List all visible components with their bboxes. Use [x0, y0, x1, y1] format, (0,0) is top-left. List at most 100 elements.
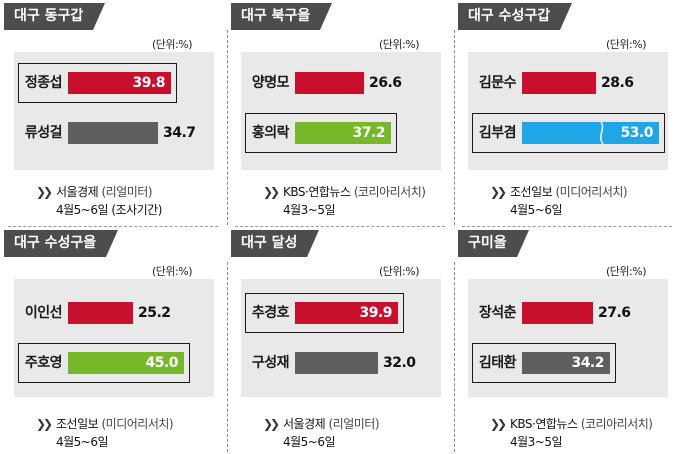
unit-label: (단위:%): [152, 265, 192, 278]
bar-mark: 34.2: [522, 352, 610, 374]
row-divider: [235, 226, 445, 227]
bar-mark: [68, 122, 158, 144]
district-title: 구미을: [458, 230, 529, 257]
candidate-highlight-box: [245, 113, 397, 153]
source-label: 조선일보 (미디어리서치): [56, 416, 174, 432]
plot-background: [241, 279, 441, 397]
candidate-label: 정종섭: [24, 75, 63, 91]
candidate-label: 김태환: [478, 355, 517, 371]
candidate-label: 장석춘: [478, 305, 517, 321]
district-title: 대구 수성구을: [4, 230, 119, 257]
data-label: 26.6: [369, 75, 402, 91]
source-name: 서울경제: [56, 185, 102, 199]
double-chevron-icon: ❯❯: [263, 185, 280, 199]
candidate-highlight-box: [472, 343, 616, 383]
candidate-label: 이인선: [24, 305, 63, 321]
candidate-label: 주호영: [24, 355, 63, 371]
bar-mark: 39.8: [68, 72, 171, 94]
data-label: 34.7: [163, 125, 196, 141]
district-title: 대구 수성구갑: [458, 3, 573, 30]
survey-date: 4월5~6일: [283, 435, 336, 449]
survey-date: 4월5~6일: [56, 435, 109, 449]
data-label: 27.6: [598, 305, 631, 321]
candidate-highlight-box: [245, 293, 404, 333]
source-label: KBS·연합뉴스 (코리아리서치): [283, 184, 426, 200]
candidate-highlight-box: [18, 343, 190, 383]
survey-date: 4월5~6일 (조사기간): [56, 203, 162, 217]
district-title: 대구 달성: [231, 230, 320, 257]
source-label: 서울경제 (리얼미터): [56, 184, 153, 200]
pollster-name: (미디어리서치): [555, 185, 628, 199]
data-label: 53.0: [620, 125, 653, 141]
bar-mark: [68, 302, 133, 324]
pollster-name: (미디어리서치): [101, 417, 174, 431]
plot-background: [241, 52, 441, 170]
source-label: 조선일보 (미디어리서치): [510, 184, 628, 200]
data-label: 28.6: [601, 75, 634, 91]
data-label: 34.2: [571, 355, 604, 371]
bar-mark: [522, 302, 593, 324]
candidate-highlight-box: [18, 63, 177, 103]
double-chevron-icon: ❯❯: [490, 185, 507, 199]
poll-panel: 대구 달성 (단위:%) 추경호 39.9 구성재 32.0 ❯❯ 서울경제 (리얼미터) 4월…: [227, 227, 453, 454]
candidate-label: 홍의락: [251, 125, 290, 141]
panel-divider: [227, 262, 228, 452]
bar-mark: 37.2: [295, 122, 391, 144]
pollster-name: (리얼미터): [101, 185, 153, 199]
candidate-label: 류성걸: [24, 125, 63, 141]
candidate-label: 김부겸: [478, 125, 517, 141]
source-name: KBS·연합뉴스: [283, 185, 354, 199]
district-title: 대구 동구갑: [4, 3, 106, 30]
bar-mark: 53.0: [522, 122, 659, 144]
pollster-name: (코리아리서치): [353, 185, 426, 199]
poll-panel: 구미을 (단위:%) 장석춘 27.6 김태환 34.2 ❯❯ KBS·연합뉴스 (코리아리서…: [454, 227, 680, 454]
candidate-label: 양명모: [251, 75, 290, 91]
double-chevron-icon: ❯❯: [36, 185, 53, 199]
unit-label: (단위:%): [606, 265, 646, 278]
data-label: 25.2: [138, 305, 171, 321]
poll-panel: 대구 동구갑 (단위:%) 정종섭 39.8 류성걸 34.7 ❯❯ 서울경제 (리얼미터) 4…: [0, 0, 226, 227]
unit-label: (단위:%): [379, 38, 419, 51]
candidate-label: 구성재: [251, 355, 290, 371]
candidate-label: 추경호: [251, 305, 290, 321]
survey-date: 4월3~5일: [510, 435, 563, 449]
bar-mark: [522, 72, 596, 94]
double-chevron-icon: ❯❯: [36, 417, 53, 431]
source-name: 서울경제: [283, 417, 329, 431]
panel-divider: [227, 30, 228, 225]
bar-mark: [295, 352, 378, 374]
wave-ornament: [600, 122, 604, 144]
data-label: 45.0: [145, 355, 178, 371]
data-label: 39.9: [359, 305, 392, 321]
source-label: KBS·연합뉴스 (코리아리서치): [510, 416, 653, 432]
source-name: 조선일보: [56, 417, 102, 431]
source-label: 서울경제 (리얼미터): [283, 416, 380, 432]
source-name: 조선일보: [510, 185, 556, 199]
plot-background: [14, 279, 214, 397]
poll-panel: 대구 수성구갑 (단위:%) 김문수 28.6 김부겸 53.0 ❯❯ 조선일보 (미디어리서…: [454, 0, 680, 227]
plot-background: [468, 52, 668, 170]
double-chevron-icon: ❯❯: [490, 417, 507, 431]
candidate-highlight-box: [472, 113, 665, 153]
data-label: 39.8: [132, 75, 165, 91]
data-label: 32.0: [383, 355, 416, 371]
survey-date: 4월3~5일: [283, 203, 336, 217]
plot-background: [468, 279, 668, 397]
candidate-label: 김문수: [478, 75, 517, 91]
unit-label: (단위:%): [606, 38, 646, 51]
survey-date: 4월5~6일: [510, 203, 563, 217]
poll-panel: 대구 수성구을 (단위:%) 이인선 25.2 주호영 45.0 ❯❯ 조선일보 (미디어리서…: [0, 227, 226, 454]
data-label: 37.2: [352, 125, 385, 141]
double-chevron-icon: ❯❯: [263, 417, 280, 431]
panel-divider: [454, 30, 455, 225]
unit-label: (단위:%): [379, 265, 419, 278]
unit-label: (단위:%): [152, 38, 192, 51]
plot-background: [14, 52, 214, 170]
panel-divider: [454, 262, 455, 452]
poll-panel: 대구 북구을 (단위:%) 양명모 26.6 홍의락 37.2 ❯❯ KBS·연합뉴스 (코리…: [227, 0, 453, 227]
pollster-name: (코리아리서치): [580, 417, 653, 431]
row-divider: [8, 226, 218, 227]
bar-mark: 39.9: [295, 302, 398, 324]
row-divider: [462, 226, 672, 227]
pollster-name: (리얼미터): [328, 417, 380, 431]
